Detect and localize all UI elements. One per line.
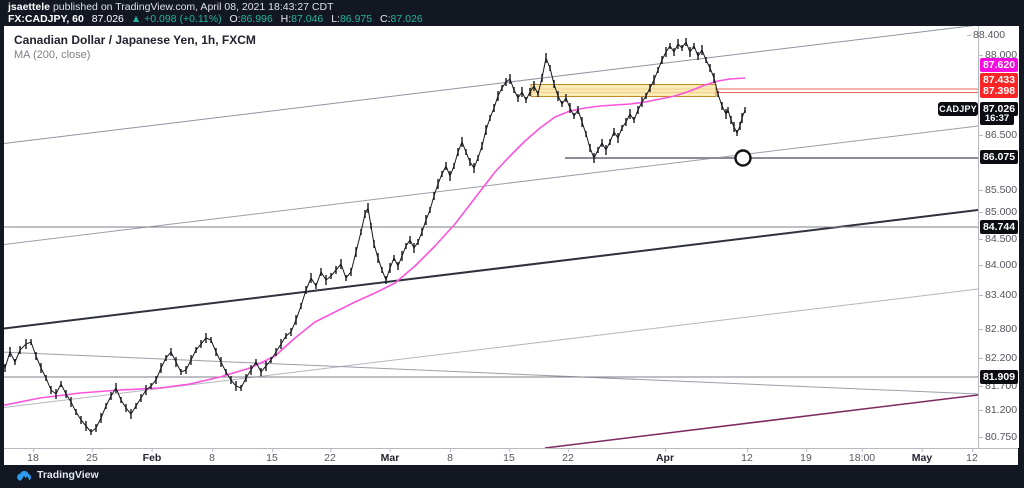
low-label: L: [331, 13, 340, 25]
price-label: 81.909 [980, 370, 1018, 384]
ma-200-line [4, 77, 746, 407]
price-label: 87.620 [980, 58, 1018, 72]
high-label: H: [280, 13, 292, 25]
price-tick: 88.400 [966, 29, 1006, 41]
time-tick: Mar [380, 449, 400, 464]
symbol-info-bar: FX:CADJPY, 60 87.026 ▲ +0.098 (+0.11%) O… [8, 13, 423, 26]
chart-title: Canadian Dollar / Japanese Yen, 1h, FXCM [14, 33, 256, 47]
publish-info-bar: jsaettele published on TradingView.com, … [8, 1, 334, 13]
low-value: 86.975 [339, 13, 373, 25]
price-tick: 83.400 [978, 289, 1018, 301]
price-series [4, 40, 746, 433]
chart-plot-area[interactable] [4, 26, 978, 448]
time-tick: 18 [27, 449, 39, 464]
time-tick: Apr [655, 449, 675, 464]
time-tick: 25 [86, 449, 98, 464]
price-tick: 84.500 [978, 233, 1018, 245]
price-label: 87.398 [980, 84, 1018, 98]
last-price: 87.026 [91, 13, 124, 25]
open-value: 86.996 [240, 13, 273, 25]
trendline [4, 351, 978, 395]
price-tick: 82.800 [978, 323, 1018, 335]
time-tick: 18:00 [848, 449, 876, 464]
price-label: 84.744 [980, 220, 1018, 234]
price-label: 87.433 [980, 73, 1018, 87]
close-label: C: [380, 13, 391, 25]
price-tick: 81.200 [978, 404, 1018, 416]
time-tick: 22 [562, 449, 574, 464]
time-tick: May [911, 449, 933, 464]
time-tick: 8 [447, 449, 453, 464]
trendline [4, 288, 978, 409]
price-change: ▲ +0.098 (+0.11%) [130, 13, 222, 25]
trendline [4, 26, 974, 145]
tradingview-brand-link[interactable]: TradingView [16, 469, 99, 481]
symbol-interval: FX:CADJPY, 60 [8, 13, 84, 25]
open-label: O: [229, 13, 241, 25]
time-tick: 12 [966, 449, 978, 464]
price-tick: 85.500 [978, 184, 1018, 196]
close-value: 87.026 [390, 13, 423, 25]
price-tick: 84.000 [978, 259, 1018, 271]
ticker-badge: CADJPY [938, 102, 978, 116]
time-axis[interactable]: 18 25 Feb 8 15 22 Mar 8 15 22 Apr 12 19 18:00 May 12 [4, 448, 1018, 466]
circle-marker [734, 149, 752, 167]
time-tick: 15 [503, 449, 515, 464]
time-tick: 15 [266, 449, 278, 464]
bar-countdown: 16:37 [980, 113, 1014, 125]
footer-bar: TradingView [0, 465, 1024, 488]
chart-panel: Canadian Dollar / Japanese Yen, 1h, FXCM… [4, 26, 1019, 466]
high-value: 87.046 [291, 13, 324, 25]
price-label: 86.075 [980, 150, 1018, 164]
brand-text: TradingView [37, 469, 99, 481]
time-tick: 19 [800, 449, 812, 464]
publish-info-text: published on TradingView.com, April 08, … [50, 1, 334, 13]
price-axis[interactable]: 88.400 88.000 86.500 85.500 85.000 84.500 84.0… [966, 26, 1019, 448]
price-tick: 86.500 [978, 129, 1018, 141]
price-tick: 85.000 [978, 206, 1018, 218]
tradingview-cloud-icon [17, 470, 32, 480]
price-label: 87.026 [980, 102, 1018, 116]
time-tick: 22 [324, 449, 336, 464]
price-tick: 80.750 [978, 431, 1018, 443]
time-tick: 12 [741, 449, 753, 464]
price-tick: 82.200 [978, 352, 1018, 364]
trendline [544, 394, 978, 448]
author-name: jsaettele [8, 1, 51, 13]
trendline [4, 125, 978, 246]
resistance-zone [530, 84, 717, 97]
trendline [4, 209, 978, 330]
time-tick: 8 [209, 449, 215, 464]
indicator-label: MA (200, close) [14, 49, 91, 61]
time-tick: Feb [142, 449, 162, 464]
